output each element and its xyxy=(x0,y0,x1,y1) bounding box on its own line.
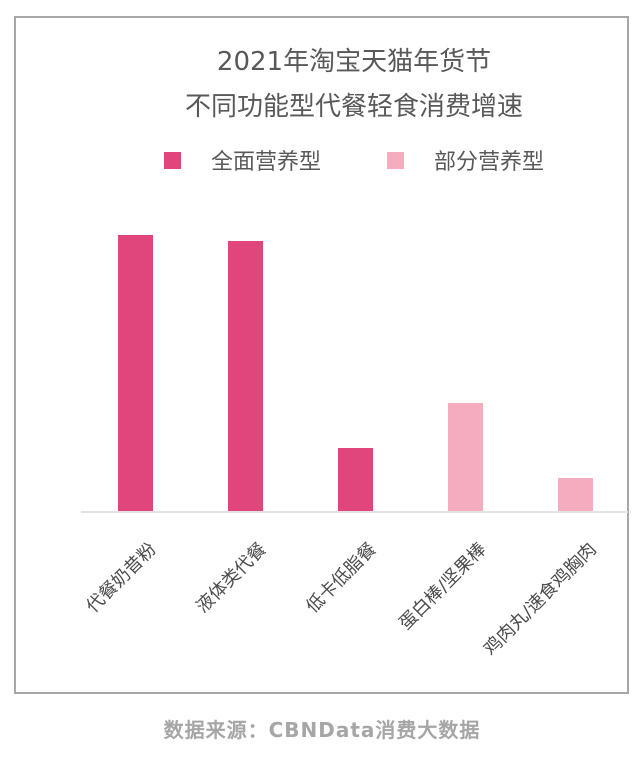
x-axis-label-鸡肉丸/速食鸡胸肉: 鸡肉丸/速食鸡胸肉 xyxy=(479,538,601,660)
chart-inner: 2021年淘宝天猫年货节 不同功能型代餐轻食消费增速 全面营养型 部分营养型 代… xyxy=(16,40,628,714)
legend: 全面营养型 部分营养型 xyxy=(81,144,627,176)
legend-swatch-full-nutrition xyxy=(163,151,181,169)
x-axis-labels: 代餐奶昔粉 液体类代餐 低卡低脂餐 蛋白棒/坚果棒 鸡肉丸/速食鸡胸肉 xyxy=(81,512,628,712)
legend-item-full-nutrition: 全面营养型 xyxy=(163,144,321,176)
legend-label-partial-nutrition: 部分营养型 xyxy=(434,150,545,175)
data-source-text: 数据来源：CBNData消费大数据 xyxy=(163,718,481,742)
chart-title-line2: 不同功能型代餐轻食消费增速 xyxy=(184,92,523,122)
x-axis-label-蛋白棒/坚果棒: 蛋白棒/坚果棒 xyxy=(395,538,491,635)
legend-item-partial-nutrition: 部分营养型 xyxy=(387,144,544,176)
legend-label-full-nutrition: 全面营养型 xyxy=(210,150,321,175)
legend-swatch-partial-nutrition xyxy=(387,151,404,169)
bar-鸡肉丸/速食鸡胸肉 xyxy=(557,478,593,511)
x-axis-label-液体类代餐: 液体类代餐 xyxy=(192,538,271,618)
x-axis-line xyxy=(81,511,628,513)
plot-area xyxy=(81,40,628,512)
bar-液体类代餐 xyxy=(227,241,263,511)
bar-低卡低脂餐 xyxy=(337,448,373,511)
chart-frame: 2021年淘宝天猫年货节 不同功能型代餐轻食消费增速 全面营养型 部分营养型 代… xyxy=(14,16,629,694)
bar-蛋白棒/坚果棒 xyxy=(447,403,483,511)
chart-title: 2021年淘宝天猫年货节 不同功能型代餐轻食消费增速 xyxy=(81,40,627,130)
chart-title-line1: 2021年淘宝天猫年货节 xyxy=(216,47,492,77)
bar-代餐奶昔粉 xyxy=(117,235,153,511)
x-axis-label-代餐奶昔粉: 代餐奶昔粉 xyxy=(82,538,161,618)
x-axis-label-低卡低脂餐: 低卡低脂餐 xyxy=(302,538,381,618)
